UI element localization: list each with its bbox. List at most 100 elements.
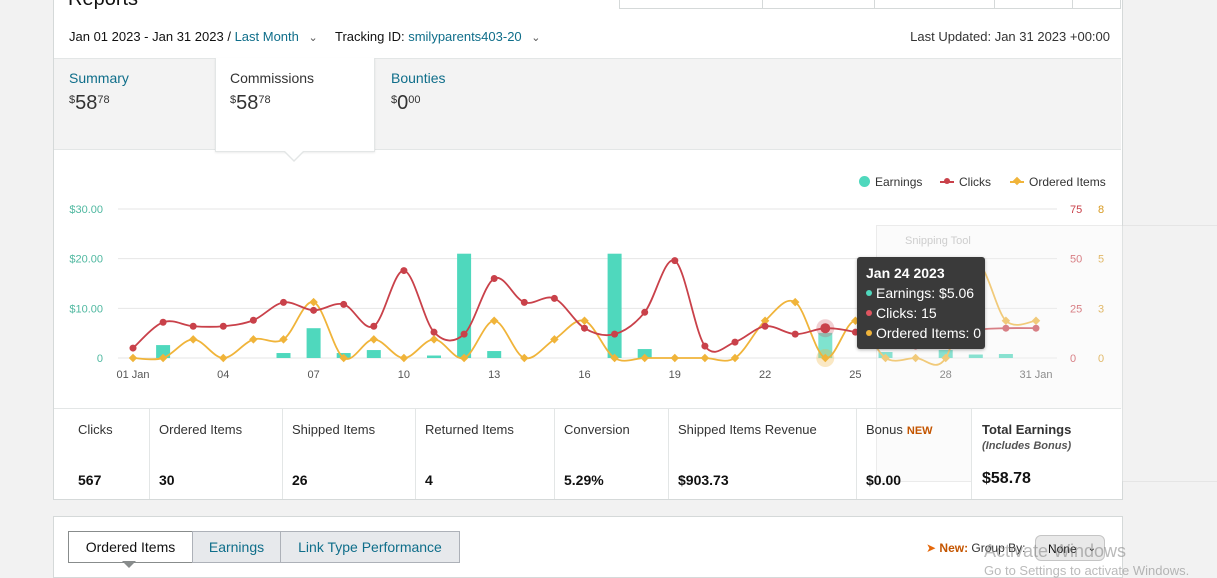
group-by-select[interactable]: None ⌄ <box>1035 535 1105 561</box>
ordered-items-point <box>188 335 198 344</box>
x-axis-tick: 22 <box>759 369 771 381</box>
snip-title: Snipping Tool <box>905 235 971 247</box>
ordered-items-point <box>128 353 138 363</box>
group-by-new: New: <box>939 541 969 555</box>
stat-bonus: Bonus NEW $0.00 <box>866 422 933 488</box>
earnings-bar <box>607 253 622 358</box>
ordered-items-point <box>1001 316 1011 325</box>
ordered-items-point <box>429 335 439 344</box>
ordered-items-point <box>881 353 890 363</box>
date-range: Jan 01 2023 - Jan 31 2023 <box>69 29 224 44</box>
ordered-items-point <box>279 335 288 344</box>
ordered-items-point <box>489 316 499 325</box>
legend-earnings[interactable]: Earnings <box>859 175 922 189</box>
clicks-point <box>159 318 167 326</box>
ordered-items-point <box>760 316 770 325</box>
stat-conversion: Conversion 5.29% <box>554 409 669 499</box>
y-left-tick: $20.00 <box>69 254 103 266</box>
tab-commissions[interactable]: Commissions $5878 <box>230 70 314 115</box>
page-title: Reports <box>68 0 138 11</box>
x-axis-tick: 01 Jan <box>116 369 149 381</box>
earnings-bar <box>156 345 171 358</box>
clicks-point <box>671 257 679 265</box>
tab-ordered-items[interactable]: Ordered Items <box>68 531 193 563</box>
earnings-bar <box>968 354 983 358</box>
tab-link-type-performance[interactable]: Link Type Performance <box>280 531 460 563</box>
ordered-items-point <box>911 353 920 363</box>
period-link[interactable]: Last Month <box>234 29 299 44</box>
stat-ordered-items: Ordered Items 30 <box>149 409 283 499</box>
active-tab-pointer <box>283 150 305 162</box>
clicks-point <box>1032 324 1040 332</box>
earnings-bar <box>487 351 502 358</box>
earnings-bar <box>818 332 833 358</box>
y-right-clicks-tick: 75 <box>1070 204 1082 216</box>
tab-summary-amount: $5878 <box>69 92 110 114</box>
ordered-items-point <box>459 353 469 363</box>
clicks-point <box>550 294 558 302</box>
x-axis-tick: 25 <box>849 369 861 381</box>
chevron-down-icon[interactable]: ⌄ <box>308 32 318 44</box>
x-axis-tick: 13 <box>488 369 500 381</box>
ordered-items-point <box>580 316 589 325</box>
y-left-tick: 0 <box>97 353 103 365</box>
clicks-point <box>340 300 348 308</box>
clicks-point <box>219 322 227 330</box>
x-axis-tick: 19 <box>669 369 681 381</box>
clicks-point <box>249 316 257 324</box>
ordered-items-point <box>158 353 168 363</box>
clicks-point <box>701 342 709 350</box>
ordered-items-point <box>309 297 318 307</box>
y-right-clicks-tick: 50 <box>1070 254 1082 266</box>
ordered-items-point <box>640 353 649 363</box>
tab-earnings[interactable]: Earnings <box>192 531 281 563</box>
tab-summary[interactable]: Summary $5878 <box>69 70 129 115</box>
tooltip-clicks: Clicks: 15 <box>866 305 937 321</box>
x-axis-tick: 04 <box>217 369 229 381</box>
ordered-items-point <box>610 353 619 363</box>
tracking-id[interactable]: smilyparents403-20 <box>408 29 522 44</box>
tooltip-ordered: Ordered Items: 0 <box>866 325 981 341</box>
tab-commissions-label: Commissions <box>230 70 315 86</box>
legend-clicks[interactable]: Clicks <box>940 175 991 189</box>
stat-shipped-items: Shipped Items 26 <box>282 409 416 499</box>
tab-bounties[interactable]: Bounties $000 <box>391 70 445 115</box>
earnings-bar <box>427 355 441 358</box>
ordered-items-point <box>670 353 680 363</box>
x-axis-tick: 10 <box>398 369 410 381</box>
ordered-items-point <box>369 335 379 344</box>
clicks-point <box>490 275 498 283</box>
ordered-items-point <box>941 353 950 363</box>
stat-returned-items: Returned Items 4 <box>415 409 555 499</box>
x-axis-tick: 28 <box>940 369 952 381</box>
top-button-strip <box>619 0 1121 9</box>
y-right-clicks-tick: 0 <box>1070 353 1076 365</box>
tab-commissions-amount: $5878 <box>230 92 271 114</box>
stat-clicks: Clicks 567 <box>54 409 150 499</box>
date-range-selector[interactable]: Jan 01 2023 - Jan 31 2023 / Last Month ⌄ <box>69 29 318 44</box>
chevron-down-icon[interactable]: ⌄ <box>531 32 541 44</box>
clicks-point <box>280 298 287 306</box>
chevron-down-icon: ⌄ <box>1087 543 1096 554</box>
earnings-bar <box>276 353 291 358</box>
ordered-items-point <box>249 335 258 344</box>
earnings-bar <box>998 354 1013 358</box>
tab-bounties-label: Bounties <box>391 70 446 86</box>
clicks-point <box>611 330 619 338</box>
ordered-legend-icon <box>1010 176 1024 186</box>
clicks-point <box>581 324 588 332</box>
legend-ordered-items[interactable]: Ordered Items <box>1010 175 1106 189</box>
clicks-point <box>370 322 378 330</box>
y-right-clicks-tick: 25 <box>1070 303 1082 315</box>
clicks-point <box>310 306 318 314</box>
earnings-bar <box>306 328 321 358</box>
clicks-point <box>820 323 831 334</box>
clicks-point <box>520 298 528 306</box>
clicks-point <box>761 322 769 330</box>
tracking-id-selector[interactable]: Tracking ID: smilyparents403-20 ⌄ <box>335 29 541 44</box>
ordered-items-point <box>790 297 800 307</box>
rocket-icon: ➤ <box>926 541 937 555</box>
clicks-point <box>1002 324 1010 332</box>
tab-bounties-amount: $000 <box>391 92 421 114</box>
clicks-point <box>641 308 649 316</box>
